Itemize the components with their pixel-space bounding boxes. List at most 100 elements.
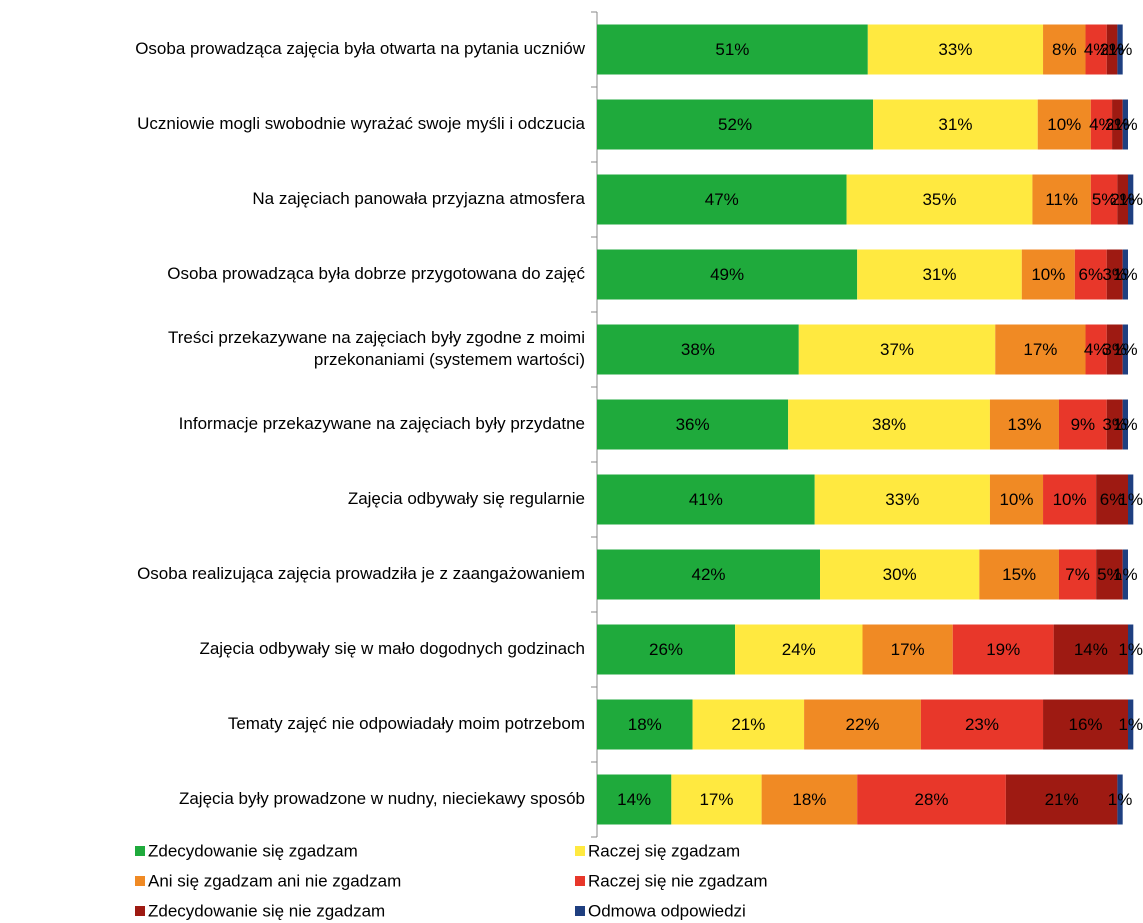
value-label: 38% <box>872 415 906 434</box>
bar-segment <box>597 249 858 300</box>
value-label: 11% <box>1045 190 1078 209</box>
y-tick-label: przekonaniami (systemem wartości) <box>314 350 585 369</box>
bar-segment <box>597 399 789 450</box>
bar-segment <box>1122 249 1128 300</box>
bar-segment <box>1090 174 1118 225</box>
bar-segment <box>735 624 863 675</box>
value-label: 51% <box>715 40 749 59</box>
value-label: 1% <box>1108 40 1133 59</box>
value-label: 2% <box>1100 40 1125 59</box>
legend-label: Zdecydowanie się zgadzam <box>148 841 358 860</box>
legend-label: Raczej się zgadzam <box>588 841 740 860</box>
bar-segment <box>1106 324 1123 375</box>
bar-segment <box>1128 474 1134 525</box>
bar-segment <box>597 624 736 675</box>
legend-swatch <box>575 846 585 856</box>
value-label: 3% <box>1102 340 1127 359</box>
value-label: 10% <box>1047 115 1081 134</box>
y-tick-label: Na zajęciach panowała przyjazna atmosfer… <box>252 189 585 208</box>
legend-swatch <box>135 846 145 856</box>
bar-segment <box>857 774 1006 825</box>
value-label: 33% <box>938 40 972 59</box>
bar-segment <box>1106 24 1118 75</box>
value-label: 31% <box>922 265 956 284</box>
bar-segment <box>920 699 1044 750</box>
bar-segment <box>1096 549 1123 600</box>
value-label: 1% <box>1113 340 1138 359</box>
value-label: 37% <box>880 340 914 359</box>
value-label: 13% <box>1007 415 1041 434</box>
bar-segment <box>952 624 1054 675</box>
value-label: 4% <box>1084 40 1109 59</box>
bar-segment <box>1122 324 1128 375</box>
value-label: 1% <box>1118 715 1143 734</box>
value-label: 22% <box>845 715 879 734</box>
value-label: 47% <box>705 190 739 209</box>
value-label: 6% <box>1079 265 1104 284</box>
value-label: 10% <box>1031 265 1065 284</box>
value-label: 36% <box>676 415 710 434</box>
bar-segment <box>1005 774 1118 825</box>
bar-segment <box>1043 24 1086 75</box>
value-label: 1% <box>1113 265 1138 284</box>
bar-segment <box>1096 474 1128 525</box>
value-label: 30% <box>883 565 917 584</box>
value-label: 6% <box>1100 490 1125 509</box>
bar-segment <box>597 774 672 825</box>
legend-swatch <box>575 876 585 886</box>
y-tick-label: Tematy zajęć nie odpowiadały moim potrze… <box>228 714 585 733</box>
bar-segment <box>1106 249 1123 300</box>
bar-segment <box>846 174 1033 225</box>
value-label: 21% <box>731 715 765 734</box>
y-tick-label: Osoba prowadząca zajęcia była otwarta na… <box>135 39 586 58</box>
value-label: 31% <box>938 115 972 134</box>
value-label: 19% <box>986 640 1020 659</box>
value-label: 1% <box>1113 415 1138 434</box>
bar-segment <box>597 549 821 600</box>
value-label: 1% <box>1113 115 1138 134</box>
legend-label: Odmowa odpowiedzi <box>588 901 746 920</box>
bar-segment <box>867 24 1044 75</box>
bar-segment <box>1117 774 1123 825</box>
bar-segment <box>1117 24 1123 75</box>
bar-segment <box>995 324 1086 375</box>
value-label: 10% <box>1053 490 1087 509</box>
bar-segment <box>1090 99 1113 150</box>
bar-segment <box>989 474 1044 525</box>
y-tick-label: Osoba prowadząca była dobrze przygotowan… <box>167 264 585 283</box>
bar-segment <box>597 99 874 150</box>
bar-segment <box>1128 699 1134 750</box>
legend-swatch <box>135 876 145 886</box>
bar-segment <box>761 774 858 825</box>
value-label: 2% <box>1105 115 1130 134</box>
value-label: 49% <box>710 265 744 284</box>
value-label: 4% <box>1089 115 1114 134</box>
value-label: 42% <box>691 565 725 584</box>
bar-segment <box>1122 399 1128 450</box>
bar-segment <box>1021 249 1075 300</box>
value-label: 24% <box>782 640 816 659</box>
y-tick-label: Zajęcia odbywały się regularnie <box>348 489 585 508</box>
bar-segment <box>989 399 1059 450</box>
value-label: 17% <box>699 790 733 809</box>
value-label: 35% <box>922 190 956 209</box>
bar-segment <box>1128 174 1134 225</box>
legend-label: Raczej się nie zgadzam <box>588 871 768 890</box>
value-label: 1% <box>1118 490 1143 509</box>
bar-segment <box>814 474 990 525</box>
bar-segment <box>1128 624 1134 675</box>
bar-segment <box>671 774 762 825</box>
bar-segment <box>1117 174 1128 225</box>
bar-segment <box>1058 399 1107 450</box>
legend-swatch <box>135 906 145 916</box>
bar-segment <box>597 24 868 75</box>
value-label: 33% <box>885 490 919 509</box>
y-tick-label: Uczniowie mogli swobodnie wyrażać swoje … <box>137 114 585 133</box>
value-label: 1% <box>1113 565 1138 584</box>
y-tick-label: Treści przekazywane na zajęciach były zg… <box>168 328 585 347</box>
bar-segment <box>1058 549 1097 600</box>
bar-segment <box>1085 24 1107 75</box>
bar-segment <box>857 249 1022 300</box>
legend-label: Ani się zgadzam ani nie zgadzam <box>148 871 401 890</box>
value-label: 1% <box>1118 640 1143 659</box>
